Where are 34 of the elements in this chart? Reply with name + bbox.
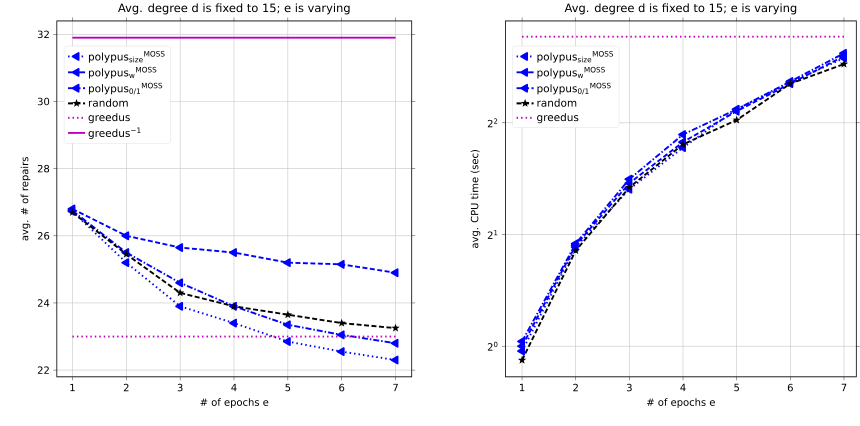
x-tick-label: 1 [70, 384, 75, 392]
legend-label: random [88, 98, 128, 107]
chart-title: Avg. degree d is fixed to 15; e is varying [118, 3, 350, 15]
x-tick-label: 2 [124, 384, 128, 392]
x-axis-title: # of epochs e [647, 398, 715, 408]
legend-label: greedus [88, 113, 130, 124]
y-tick-label: 2$^{1}$ [488, 230, 498, 240]
x-tick-label: 7 [393, 384, 398, 392]
x-axis-title: # of epochs e [200, 398, 268, 408]
legend-label: random [537, 98, 576, 107]
x-tick-label: 6 [339, 384, 344, 392]
y-axis-title: avg. CPU time (sec) [470, 150, 480, 248]
x-tick-label: 7 [842, 384, 846, 392]
legend-label: greedus$^{−1}$ [88, 128, 140, 140]
y-axis-title: avg. # of repairs [20, 157, 30, 241]
x-tick-label: 4 [680, 384, 686, 392]
chart-title: Avg. degree d is fixed to 15; e is varying [564, 3, 796, 15]
legend-label: greedus [537, 113, 578, 124]
x-tick-label: 3 [178, 384, 183, 392]
y-tick-label: 2$^{0}$ [488, 342, 498, 351]
y-tick-label: 24 [38, 299, 50, 307]
y-tick-label: 32 [38, 30, 49, 38]
x-tick-label: 4 [231, 384, 237, 392]
y-tick-label: 22 [38, 366, 49, 374]
x-tick-label: 1 [520, 384, 524, 392]
x-tick-label: 3 [626, 384, 632, 392]
x-tick-label: 6 [788, 384, 793, 392]
y-tick-label: 2$^{2}$ [488, 118, 498, 128]
x-tick-label: 5 [734, 384, 739, 392]
y-tick-label: 28 [38, 165, 50, 173]
x-tick-label: 2 [573, 384, 578, 392]
x-tick-label: 5 [285, 384, 290, 392]
y-tick-label: 26 [38, 232, 50, 240]
y-tick-label: 30 [38, 98, 50, 106]
